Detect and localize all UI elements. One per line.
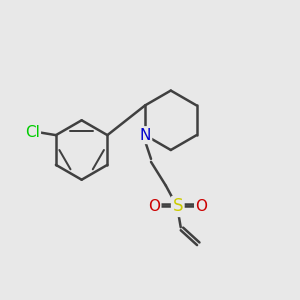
Text: Cl: Cl [25,125,40,140]
Text: O: O [148,199,160,214]
Text: N: N [140,128,151,142]
Text: O: O [196,199,208,214]
Text: S: S [172,197,183,215]
